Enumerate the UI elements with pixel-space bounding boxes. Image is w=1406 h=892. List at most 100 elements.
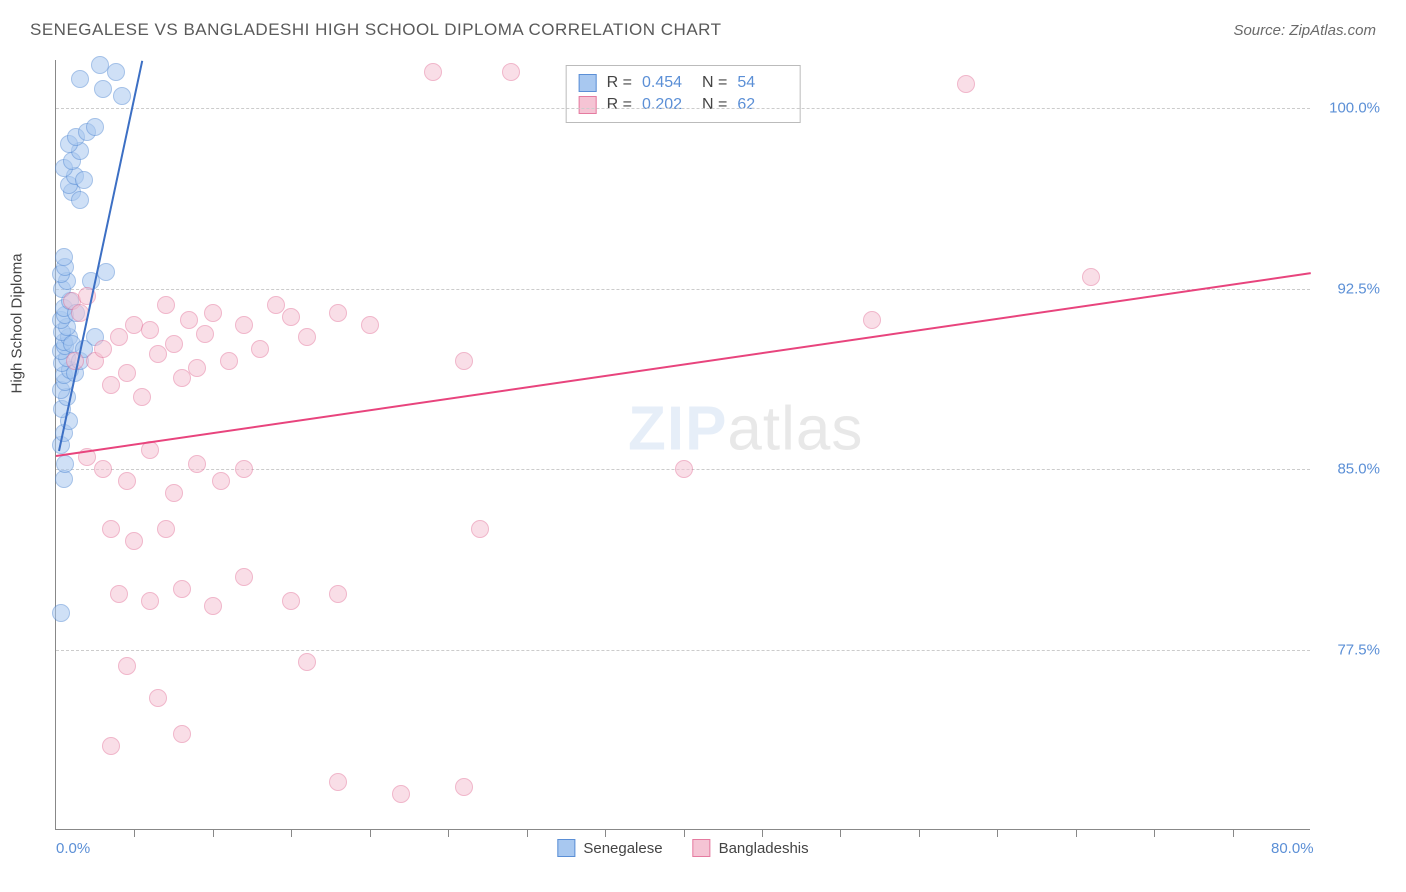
data-point: [149, 345, 167, 363]
data-point: [110, 328, 128, 346]
data-point: [471, 520, 489, 538]
data-point: [52, 604, 70, 622]
data-point: [157, 520, 175, 538]
data-point: [94, 460, 112, 478]
data-point: [91, 56, 109, 74]
data-point: [220, 352, 238, 370]
chart-title: SENEGALESE VS BANGLADESHI HIGH SCHOOL DI…: [30, 20, 722, 40]
stats-row: R = 0.454N = 54: [579, 72, 788, 94]
data-point: [157, 296, 175, 314]
data-point: [235, 460, 253, 478]
series-legend: Senegalese Bangladeshis: [557, 839, 808, 857]
x-tick: [448, 829, 449, 837]
legend-swatch: [579, 96, 597, 114]
x-tick: [762, 829, 763, 837]
data-point: [75, 171, 93, 189]
x-tick: [291, 829, 292, 837]
y-axis-label: High School Diploma: [9, 253, 26, 393]
data-point: [94, 80, 112, 98]
data-point: [424, 63, 442, 81]
data-point: [113, 87, 131, 105]
x-tick: [213, 829, 214, 837]
stats-legend: R = 0.454N = 54R = 0.202N = 62: [566, 65, 801, 123]
x-tick-label: 0.0%: [56, 840, 90, 857]
x-tick: [997, 829, 998, 837]
data-point: [1082, 268, 1100, 286]
y-tick-label: 85.0%: [1320, 461, 1380, 478]
data-point: [180, 311, 198, 329]
data-point: [102, 737, 120, 755]
chart-header: SENEGALESE VS BANGLADESHI HIGH SCHOOL DI…: [0, 0, 1406, 50]
data-point: [107, 63, 125, 81]
data-point: [392, 785, 410, 803]
data-point: [204, 597, 222, 615]
data-point: [149, 689, 167, 707]
data-point: [329, 585, 347, 603]
x-tick: [134, 829, 135, 837]
plot-area: ZIPatlas R = 0.454N = 54R = 0.202N = 62 …: [55, 60, 1310, 830]
data-point: [125, 532, 143, 550]
stat-n-value: 62: [737, 96, 787, 114]
legend-swatch: [693, 839, 711, 857]
data-point: [455, 352, 473, 370]
data-point: [94, 340, 112, 358]
data-point: [102, 520, 120, 538]
data-point: [141, 592, 159, 610]
data-point: [188, 359, 206, 377]
data-point: [141, 321, 159, 339]
data-point: [173, 725, 191, 743]
grid-line: [56, 650, 1310, 651]
x-tick: [527, 829, 528, 837]
data-point: [56, 455, 74, 473]
data-point: [298, 328, 316, 346]
data-point: [71, 191, 89, 209]
y-tick-label: 100.0%: [1320, 100, 1380, 117]
watermark-logo: ZIPatlas: [628, 394, 863, 465]
x-tick: [840, 829, 841, 837]
stat-r-value: 0.454: [642, 74, 692, 92]
stat-n-value: 54: [737, 74, 787, 92]
data-point: [863, 311, 881, 329]
data-point: [55, 248, 73, 266]
data-point: [173, 369, 191, 387]
y-tick-label: 77.5%: [1320, 641, 1380, 658]
data-point: [204, 304, 222, 322]
data-point: [329, 773, 347, 791]
data-point: [165, 335, 183, 353]
legend-item: Senegalese: [557, 839, 662, 857]
data-point: [957, 75, 975, 93]
legend-swatch: [579, 74, 597, 92]
data-point: [212, 472, 230, 490]
y-tick-label: 92.5%: [1320, 280, 1380, 297]
stat-n-label: N =: [702, 96, 727, 114]
data-point: [196, 325, 214, 343]
data-point: [361, 316, 379, 334]
scatter-chart: High School Diploma ZIPatlas R = 0.454N …: [55, 60, 1375, 830]
data-point: [235, 568, 253, 586]
x-tick-label: 80.0%: [1271, 840, 1314, 857]
data-point: [110, 585, 128, 603]
data-point: [675, 460, 693, 478]
x-tick: [605, 829, 606, 837]
data-point: [133, 388, 151, 406]
grid-line: [56, 289, 1310, 290]
data-point: [173, 580, 191, 598]
data-point: [118, 364, 136, 382]
data-point: [118, 657, 136, 675]
data-point: [251, 340, 269, 358]
legend-label: Bangladeshis: [719, 840, 809, 857]
data-point: [235, 316, 253, 334]
data-point: [282, 308, 300, 326]
data-point: [298, 653, 316, 671]
x-tick: [1076, 829, 1077, 837]
stat-r-value: 0.202: [642, 96, 692, 114]
data-point: [188, 455, 206, 473]
x-tick: [684, 829, 685, 837]
x-tick: [1154, 829, 1155, 837]
x-tick: [1233, 829, 1234, 837]
stat-n-label: N =: [702, 74, 727, 92]
data-point: [97, 263, 115, 281]
x-tick: [919, 829, 920, 837]
stats-row: R = 0.202N = 62: [579, 94, 788, 116]
data-point: [282, 592, 300, 610]
